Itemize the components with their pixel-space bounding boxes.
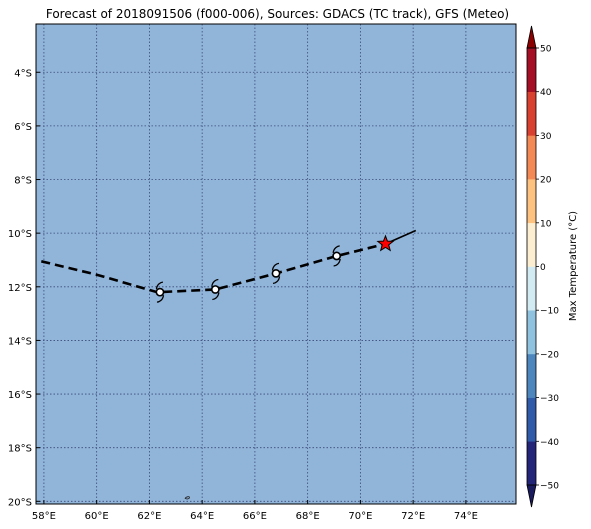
y-tick-label: 4°S <box>14 68 32 79</box>
tropical-storm-icon <box>210 278 220 301</box>
map-frame <box>35 23 517 505</box>
y-tick-label: 8°S <box>14 176 32 187</box>
x-tick-label: 62°E <box>137 511 161 522</box>
x-tick-label: 60°E <box>85 511 109 522</box>
tropical-storm-icon <box>271 262 281 285</box>
x-tick-label: 72°E <box>401 511 425 522</box>
y-tick-label: 14°S <box>8 336 32 347</box>
y-tick-label: 10°S <box>8 229 32 240</box>
tropical-storm-icon <box>332 245 342 267</box>
x-tick-label: 66°E <box>243 511 267 522</box>
y-tick-label: 18°S <box>8 444 32 455</box>
x-tick-label: 70°E <box>348 511 372 522</box>
islet-outline <box>184 496 190 500</box>
tropical-storm-icon <box>155 281 165 303</box>
x-tick-label: 68°E <box>296 511 320 522</box>
longitude-axis: 58°E 60°E 62°E 64°E 66°E 68°E 70°E 72°E 74°E <box>32 500 478 522</box>
graticule <box>36 24 516 504</box>
latitude-axis: 4°S 6°S 8°S 10°S 12°S 14°S 16°S 18°S 20°S <box>8 68 40 508</box>
y-tick-label: 12°S <box>8 283 32 294</box>
x-tick-label: 64°E <box>190 511 214 522</box>
x-tick-label: 74°E <box>454 511 478 522</box>
current-position-star <box>376 234 395 252</box>
y-tick-label: 6°S <box>14 122 32 133</box>
forecast-track-line <box>40 242 386 294</box>
storm-symbols <box>155 245 342 303</box>
x-tick-label: 58°E <box>32 511 56 522</box>
map-title: Forecast of 2018091506 (f000-006), Sourc… <box>45 7 510 21</box>
y-tick-label: 16°S <box>8 390 32 401</box>
y-tick-label: 20°S <box>8 497 32 508</box>
